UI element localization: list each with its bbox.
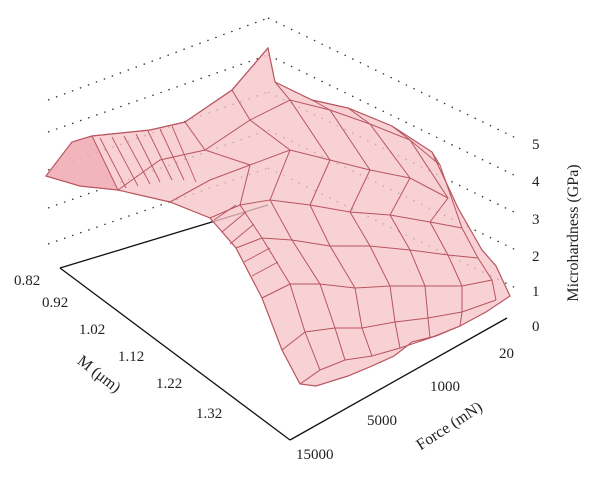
force-axis-ticks: 20 1000 5000 15000 — [296, 346, 514, 463]
surface-fill — [44, 46, 511, 387]
z-axis-label: Microhardness (GPa) — [565, 164, 582, 301]
surface-mesh-cols — [184, 81, 497, 371]
z-axis-ticks: 0 1 2 3 4 5 — [532, 137, 540, 335]
m-tick-label: 1.32 — [196, 406, 222, 422]
m-tick-label: 1.22 — [156, 376, 182, 392]
m-tick-label: 1.02 — [79, 322, 105, 338]
m-axis-ticks: 0.82 0.92 1.02 1.12 1.22 1.32 — [14, 273, 222, 422]
force-tick-label: 5000 — [367, 413, 397, 429]
m-tick-label: 0.92 — [42, 295, 68, 311]
z-tick-label: 1 — [532, 284, 540, 300]
z-tick-label: 0 — [532, 319, 540, 335]
z-tick-label: 2 — [532, 249, 540, 265]
m-axis-line — [59, 267, 291, 441]
z-tick-label: 3 — [532, 212, 540, 228]
force-tick-label: 20 — [499, 346, 514, 362]
hardness-surface — [44, 46, 511, 387]
back-grid — [47, 17, 521, 291]
m-tick-label: 0.82 — [14, 273, 40, 289]
force-tick-label: 15000 — [296, 447, 334, 463]
surface-hatch — [99, 125, 279, 277]
force-axis-label: Force (mN) — [413, 399, 485, 454]
z-tick-label: 4 — [532, 174, 540, 190]
m-axis-label: M (μm) — [74, 352, 124, 396]
force-tick-label: 1000 — [430, 379, 460, 395]
surface-side-face — [45, 135, 119, 191]
m-tick-label: 1.12 — [118, 349, 144, 365]
force-axis-line — [289, 317, 508, 441]
z-tick-label: 5 — [532, 137, 540, 153]
grid-line — [47, 17, 269, 101]
